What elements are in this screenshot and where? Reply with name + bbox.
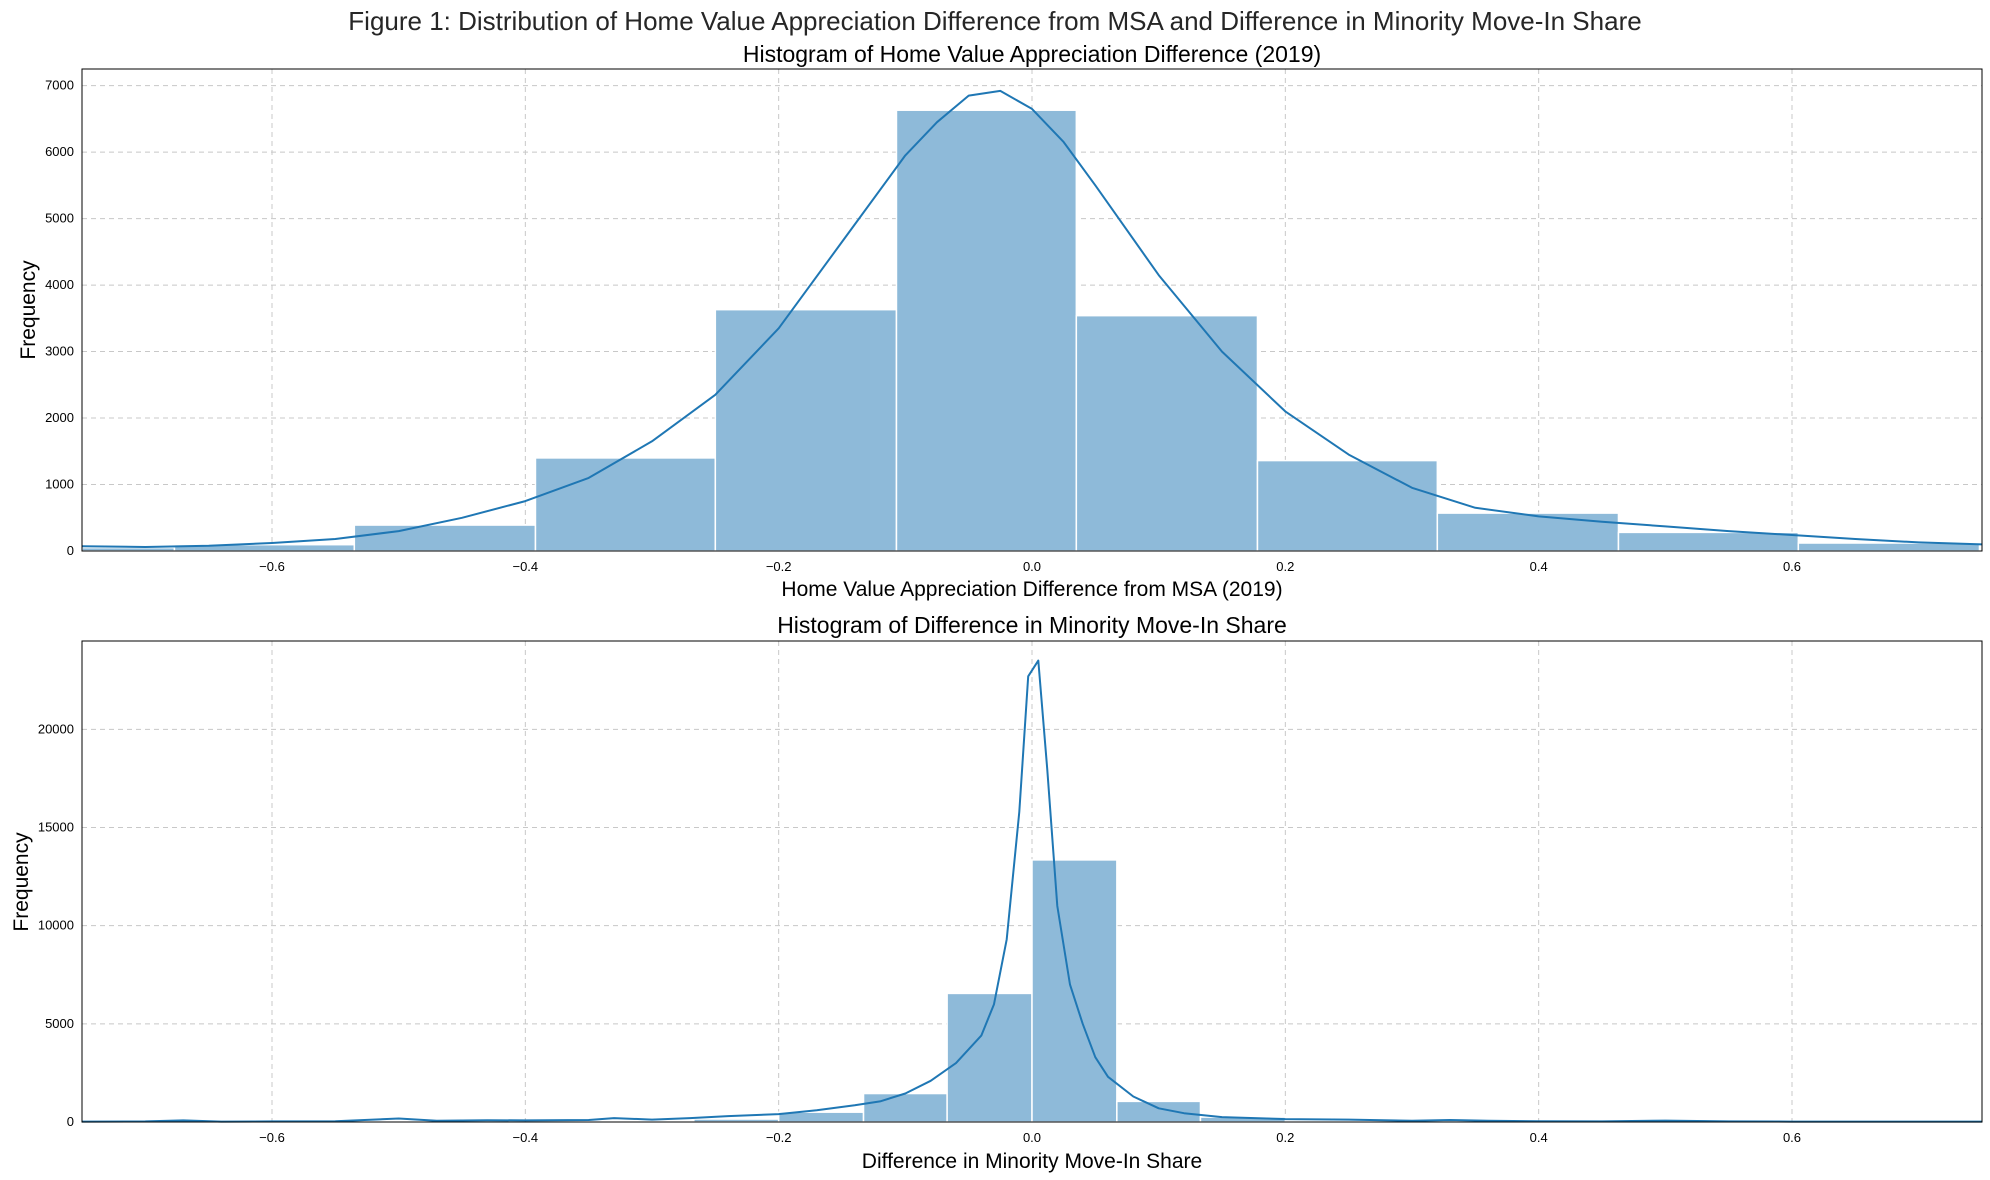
bottom-x-tick-label: −0.6: [259, 1130, 285, 1145]
bottom-kde-line: [81, 659, 1982, 1123]
top-histogram-bar: [1075, 314, 1259, 552]
top-x-tick-label: 0.4: [1530, 559, 1548, 574]
top-y-tick-label: 7000: [45, 78, 74, 93]
top-y-tick-label: 2000: [45, 410, 74, 425]
bottom-plot-title: Histogram of Difference in Minority Move…: [777, 612, 1287, 638]
bottom-histogram-bar: [1116, 1100, 1202, 1123]
top-histogram-bar: [895, 109, 1078, 552]
bottom-y-axis-label: Frequency: [10, 832, 33, 932]
bottom-y-tick-labels: 0 5000 10000 15000 20000: [38, 721, 74, 1129]
top-y-tick-label: 6000: [45, 144, 74, 159]
top-y-axis-label: Frequency: [17, 260, 40, 360]
bottom-histogram-bar: [862, 1092, 948, 1123]
top-x-tick-label: −0.6: [259, 559, 285, 574]
top-y-tick-label: 4000: [45, 277, 74, 292]
top-x-axis-label: Home Value Appreciation Difference from …: [781, 578, 1282, 601]
bottom-y-tick-label: 10000: [38, 918, 74, 933]
top-histogram-bar: [353, 524, 537, 552]
top-bars: [81, 109, 1981, 552]
bottom-y-tick-label: 15000: [38, 820, 74, 835]
top-y-tick-label: 0: [67, 543, 74, 558]
top-kde-line: [81, 89, 1983, 548]
top-histogram-bar: [714, 308, 898, 552]
bottom-x-tick-label: 0.6: [1783, 1130, 1801, 1145]
top-x-tick-label: 0.6: [1783, 559, 1801, 574]
top-y-tick-label: 1000: [45, 477, 74, 492]
top-axes-frame: [81, 68, 1983, 552]
bottom-x-tick-label: −0.4: [512, 1130, 538, 1145]
bottom-histogram-bar: [1031, 859, 1118, 1123]
top-x-tick-label: 0.2: [1276, 559, 1294, 574]
top-y-tick-label: 3000: [45, 344, 74, 359]
top-histogram-bar: [1256, 459, 1439, 552]
top-x-tick-label: 0.0: [1023, 559, 1041, 574]
bottom-y-tick-label: 5000: [45, 1016, 74, 1031]
bottom-x-tick-label: 0.2: [1276, 1130, 1294, 1145]
top-histogram-bar: [1436, 512, 1620, 552]
top-x-tick-labels: −0.6 −0.4 −0.2 0.0 0.2 0.4 0.6: [259, 559, 1801, 574]
bottom-y-tick-label: 20000: [38, 721, 74, 736]
bottom-x-tick-label: 0.4: [1530, 1130, 1548, 1145]
top-plot-title: Histogram of Home Value Appreciation Dif…: [743, 41, 1321, 67]
bottom-x-tick-label: 0.0: [1023, 1130, 1041, 1145]
bottom-axes-frame: [81, 640, 1983, 1123]
bottom-bars: [693, 859, 1287, 1123]
top-y-tick-label: 5000: [45, 211, 74, 226]
top-x-tick-label: −0.4: [512, 559, 538, 574]
bottom-x-tick-labels: −0.6 −0.4 −0.2 0.0 0.2 0.4 0.6: [259, 1130, 1801, 1145]
top-histogram-bar: [1617, 531, 1800, 552]
bottom-x-axis-label: Difference in Minority Move-In Share: [862, 1150, 1202, 1173]
top-histogram-bar: [534, 457, 717, 552]
bottom-x-tick-label: −0.2: [766, 1130, 792, 1145]
figure-suptitle: Figure 1: Distribution of Home Value App…: [348, 6, 1641, 36]
top-x-tick-label: −0.2: [766, 559, 792, 574]
top-y-tick-labels: 0 1000 2000 3000 4000 5000 6000 7000: [45, 78, 74, 558]
bottom-y-tick-label: 0: [67, 1114, 74, 1129]
